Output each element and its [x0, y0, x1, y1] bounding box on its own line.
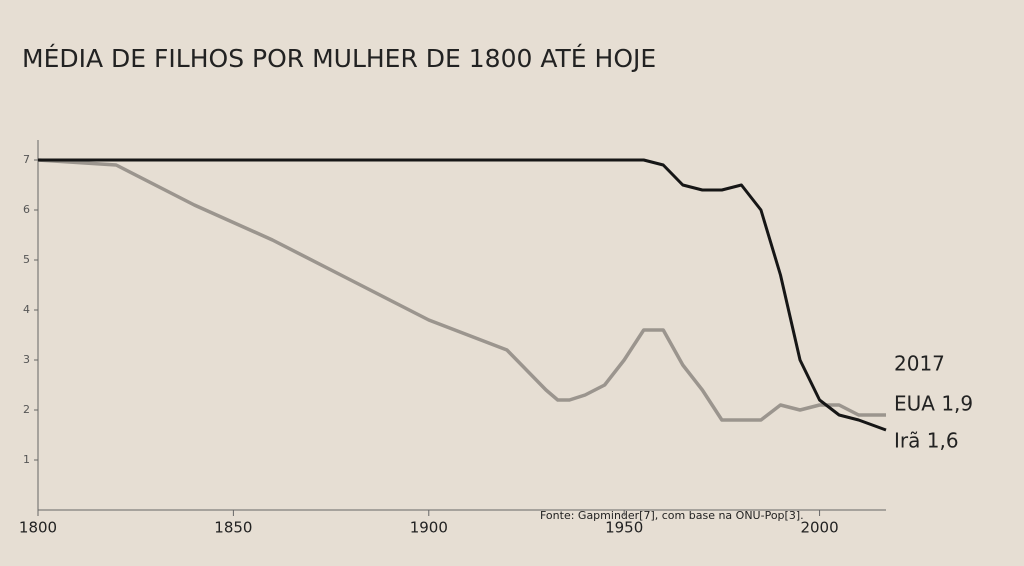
end-label: Irã 1,6 — [894, 429, 959, 453]
end-label: EUA 1,9 — [894, 392, 973, 416]
year-label: 2017 — [894, 352, 945, 376]
x-tick-label: 1800 — [19, 519, 57, 537]
x-tick-label: 1850 — [214, 519, 252, 537]
y-tick-label: 7 — [23, 153, 30, 166]
series-line — [37, 158, 886, 422]
x-tick-label: 2000 — [800, 519, 838, 537]
series-line — [38, 158, 887, 432]
x-tick-label: 1950 — [605, 519, 643, 537]
y-tick-label: 4 — [23, 303, 30, 316]
chart-title: MÉDIA DE FILHOS POR MULHER DE 1800 ATÉ H… — [22, 44, 656, 73]
source-note: Fonte: Gapminder[7], com base na ONU-Pop… — [540, 509, 804, 522]
y-tick-label: 3 — [23, 353, 30, 366]
y-tick-label: 6 — [23, 203, 30, 216]
y-tick-label: 2 — [23, 403, 30, 416]
y-tick-label: 5 — [23, 253, 30, 266]
y-tick-label: 1 — [23, 453, 30, 466]
x-tick-label: 1900 — [410, 519, 448, 537]
